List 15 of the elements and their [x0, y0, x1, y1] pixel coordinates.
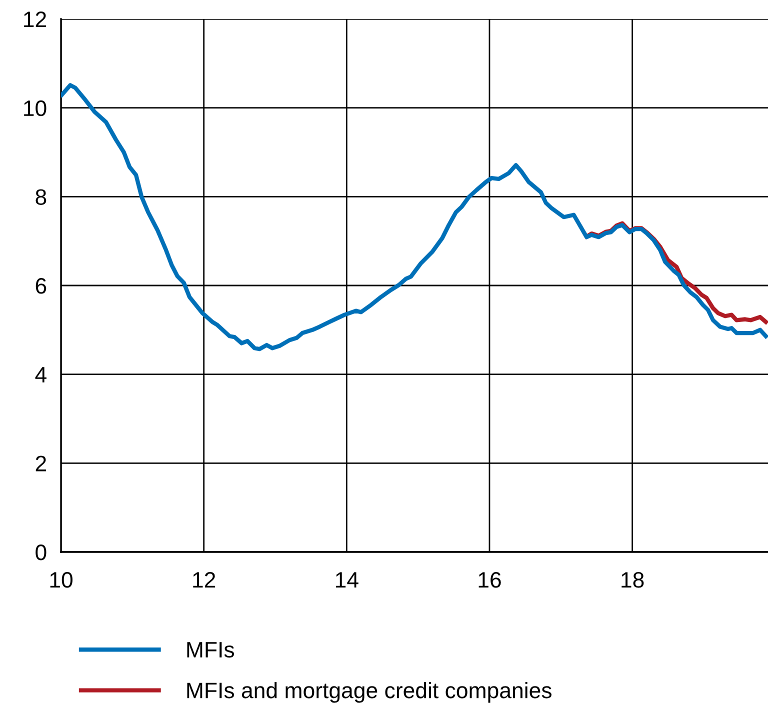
y-tick-label: 8: [36, 189, 46, 205]
x-tick-label: 10: [50, 572, 72, 588]
y-tick-label: 10: [24, 100, 46, 116]
legend-label: MFIs and mortgage credit companies: [187, 682, 552, 703]
x-tick-label: 14: [336, 572, 358, 588]
y-tick-label: 6: [36, 278, 46, 294]
y-tick-label: 2: [36, 456, 46, 472]
y-tick-label: 4: [35, 367, 46, 382]
x-tick-label: 12: [193, 572, 216, 588]
y-tick-label: 0: [36, 544, 46, 560]
legend-label: MFIs: [187, 642, 234, 658]
y-tick-label: 12: [24, 12, 46, 28]
x-tick-label: 18: [622, 572, 644, 588]
line-series: [61, 83, 768, 352]
x-tick-label: 16: [478, 572, 501, 588]
